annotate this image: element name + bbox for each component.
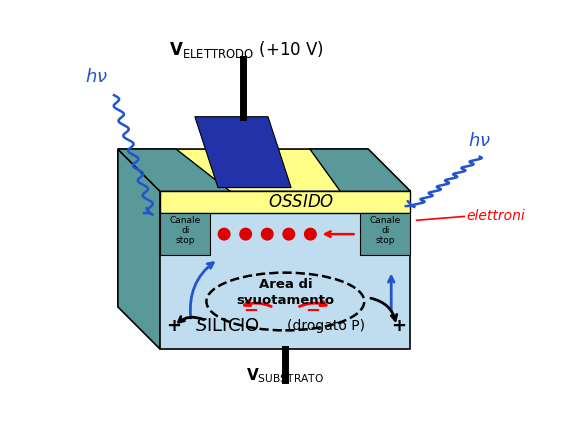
Polygon shape (118, 149, 410, 191)
Polygon shape (310, 149, 410, 191)
Text: Canale
di
stop: Canale di stop (170, 216, 201, 245)
Text: −: − (243, 302, 259, 320)
Circle shape (261, 228, 273, 240)
Text: $\mathbf{V}$$_{\rm SUBSTRATO}$: $\mathbf{V}$$_{\rm SUBSTRATO}$ (246, 367, 324, 385)
Text: $\mathbf{V}$$_{\rm ELETTRODO}$ (+10 V): $\mathbf{V}$$_{\rm ELETTRODO}$ (+10 V) (169, 40, 324, 60)
Text: Area di
svuotamento: Area di svuotamento (236, 278, 334, 307)
Polygon shape (118, 149, 230, 191)
Text: −: − (305, 302, 320, 320)
Circle shape (219, 228, 230, 240)
Polygon shape (118, 149, 160, 349)
Polygon shape (360, 213, 410, 255)
Circle shape (240, 228, 251, 240)
Polygon shape (160, 191, 410, 213)
Text: $\mathit{O}$SSIDO: $\mathit{O}$SSIDO (268, 193, 334, 211)
Text: +: + (166, 317, 182, 335)
Polygon shape (160, 213, 210, 255)
Circle shape (305, 228, 316, 240)
Text: $h\nu$: $h\nu$ (85, 69, 108, 86)
Circle shape (283, 228, 294, 240)
Text: $h\nu$: $h\nu$ (468, 132, 491, 150)
Polygon shape (195, 117, 291, 187)
Polygon shape (160, 191, 410, 349)
Text: elettroni: elettroni (466, 209, 525, 223)
Text: +: + (391, 317, 406, 335)
Text: (drogato P): (drogato P) (287, 319, 365, 333)
Text: $\mathit{S}$ILICIO: $\mathit{S}$ILICIO (195, 317, 260, 335)
Text: Canale
di
stop: Canale di stop (370, 216, 401, 245)
